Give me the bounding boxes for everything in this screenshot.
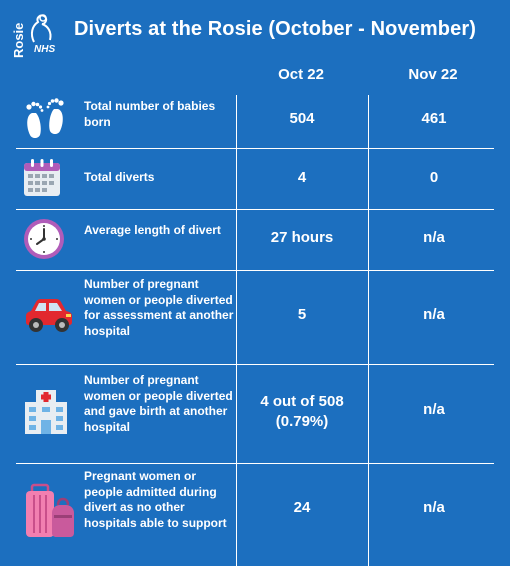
row-divider (16, 270, 494, 271)
baby-feet-icon (26, 98, 64, 138)
calendar-icon (24, 159, 60, 196)
clock-icon (24, 219, 64, 259)
row-label: Number of pregnant women or people diver… (84, 373, 233, 434)
row-divider (16, 463, 494, 464)
column-divider (236, 95, 237, 566)
oct-value: 5 (297, 306, 307, 323)
nov-value: n/a (423, 499, 445, 516)
oct-value: 27 hours (270, 229, 334, 246)
column-header-nov: Nov 22 (408, 66, 458, 83)
rosie-nhs-logo: Rosie NHS (11, 10, 62, 58)
table-row: Total number of babies born 504 461 (16, 95, 494, 148)
table-row: Average length of divert 27 hours n/a (16, 209, 494, 270)
table-row: Number of pregnant women or people diver… (16, 270, 494, 364)
oct-value: 4 out of 508 (0.79%) (260, 393, 344, 430)
row-divider (16, 209, 494, 210)
nov-value: n/a (423, 229, 445, 246)
oct-value: 504 (289, 110, 315, 127)
row-label: Total diverts (84, 170, 155, 184)
nov-value: 0 (429, 169, 439, 186)
car-icon (26, 299, 72, 332)
row-divider (16, 364, 494, 365)
table-row: Pregnant women or people admitted during… (16, 463, 494, 566)
oct-value: 4 (297, 169, 307, 186)
row-divider (16, 148, 494, 149)
nov-value: 461 (421, 110, 447, 127)
nov-value: n/a (423, 306, 445, 323)
row-label: Number of pregnant women or people diver… (84, 277, 234, 338)
column-header-oct: Oct 22 (278, 66, 324, 83)
logo-word: Rosie (11, 22, 26, 58)
column-divider (368, 95, 369, 566)
oct-value: 24 (293, 499, 311, 516)
luggage-icon (26, 483, 74, 537)
row-label: Pregnant women or people admitted during… (84, 469, 227, 530)
logo-nhs: NHS (34, 44, 56, 55)
row-label: Average length of divert (84, 223, 221, 237)
row-label: Total number of babies born (84, 99, 216, 129)
page-title: Diverts at the Rosie (October - November… (74, 18, 476, 40)
table-row: Number of pregnant women or people diver… (16, 364, 494, 463)
nov-value: n/a (423, 401, 445, 418)
logo-figure-icon (30, 14, 52, 43)
table-row: Total diverts 4 0 (16, 148, 494, 209)
hospital-icon (25, 390, 67, 434)
